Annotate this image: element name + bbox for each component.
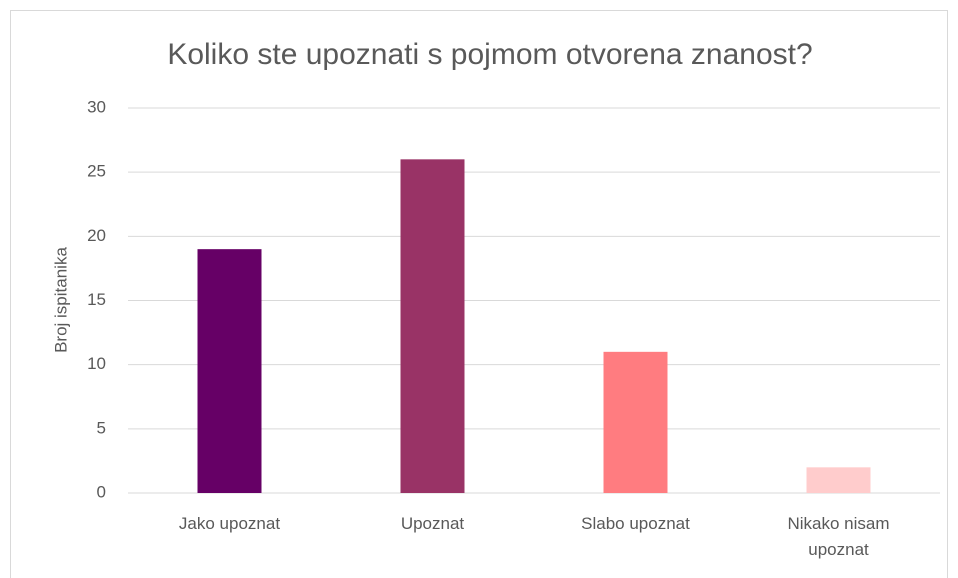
y-tick-label: 0 xyxy=(97,482,106,501)
y-tick-label: 25 xyxy=(87,162,106,181)
chart-border xyxy=(10,10,948,578)
bar xyxy=(603,351,668,493)
y-tick-label: 30 xyxy=(87,97,106,116)
bar xyxy=(806,467,871,493)
chart-title: Koliko ste upoznati s pojmom otvorena zn… xyxy=(167,38,812,71)
bar xyxy=(197,249,262,493)
bar xyxy=(400,159,465,494)
x-tick-label: Jako upoznat xyxy=(178,514,281,533)
y-tick-label: 5 xyxy=(97,418,106,437)
y-tick-label: 10 xyxy=(87,354,106,373)
y-tick-label: 15 xyxy=(87,290,106,309)
x-tick-label: Slabo upoznat xyxy=(581,514,690,533)
y-tick-label: 20 xyxy=(87,226,106,245)
y-axis-label: Broj ispitanika xyxy=(51,247,70,353)
x-tick-label: Nikako nisam upoznat xyxy=(787,514,890,559)
x-tick-label: Upoznat xyxy=(400,514,465,533)
